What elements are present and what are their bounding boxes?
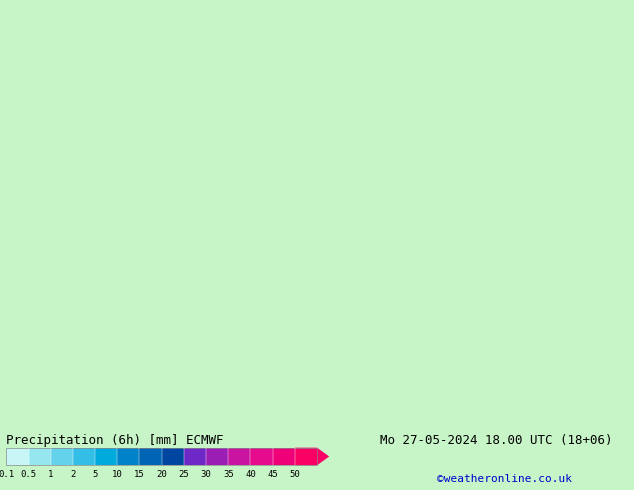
- Text: 20: 20: [157, 470, 167, 479]
- Text: 0.1: 0.1: [0, 470, 15, 479]
- Bar: [6, 448, 29, 466]
- Text: 15: 15: [134, 470, 145, 479]
- Bar: [139, 448, 162, 466]
- Text: 2: 2: [70, 470, 75, 479]
- Text: Precipitation (6h) [mm] ECMWF: Precipitation (6h) [mm] ECMWF: [6, 434, 224, 447]
- Bar: [273, 448, 295, 466]
- Bar: [73, 448, 95, 466]
- Text: Mo 27-05-2024 18.00 UTC (18+06): Mo 27-05-2024 18.00 UTC (18+06): [380, 434, 613, 447]
- Text: 1: 1: [48, 470, 53, 479]
- Text: 35: 35: [223, 470, 233, 479]
- Bar: [250, 448, 273, 466]
- Bar: [228, 448, 250, 466]
- Bar: [95, 448, 117, 466]
- Text: 5: 5: [93, 470, 98, 479]
- Bar: [6, 448, 317, 466]
- Text: 10: 10: [112, 470, 122, 479]
- Bar: [162, 448, 184, 466]
- Text: 50: 50: [290, 470, 300, 479]
- Text: 25: 25: [179, 470, 189, 479]
- Text: 0.5: 0.5: [20, 470, 37, 479]
- Text: 40: 40: [245, 470, 256, 479]
- Bar: [29, 448, 51, 466]
- Text: 30: 30: [201, 470, 211, 479]
- Text: ©weatheronline.co.uk: ©weatheronline.co.uk: [437, 474, 573, 484]
- Polygon shape: [295, 448, 329, 466]
- Bar: [206, 448, 228, 466]
- Bar: [51, 448, 73, 466]
- Bar: [117, 448, 139, 466]
- Bar: [184, 448, 206, 466]
- Text: 45: 45: [268, 470, 278, 479]
